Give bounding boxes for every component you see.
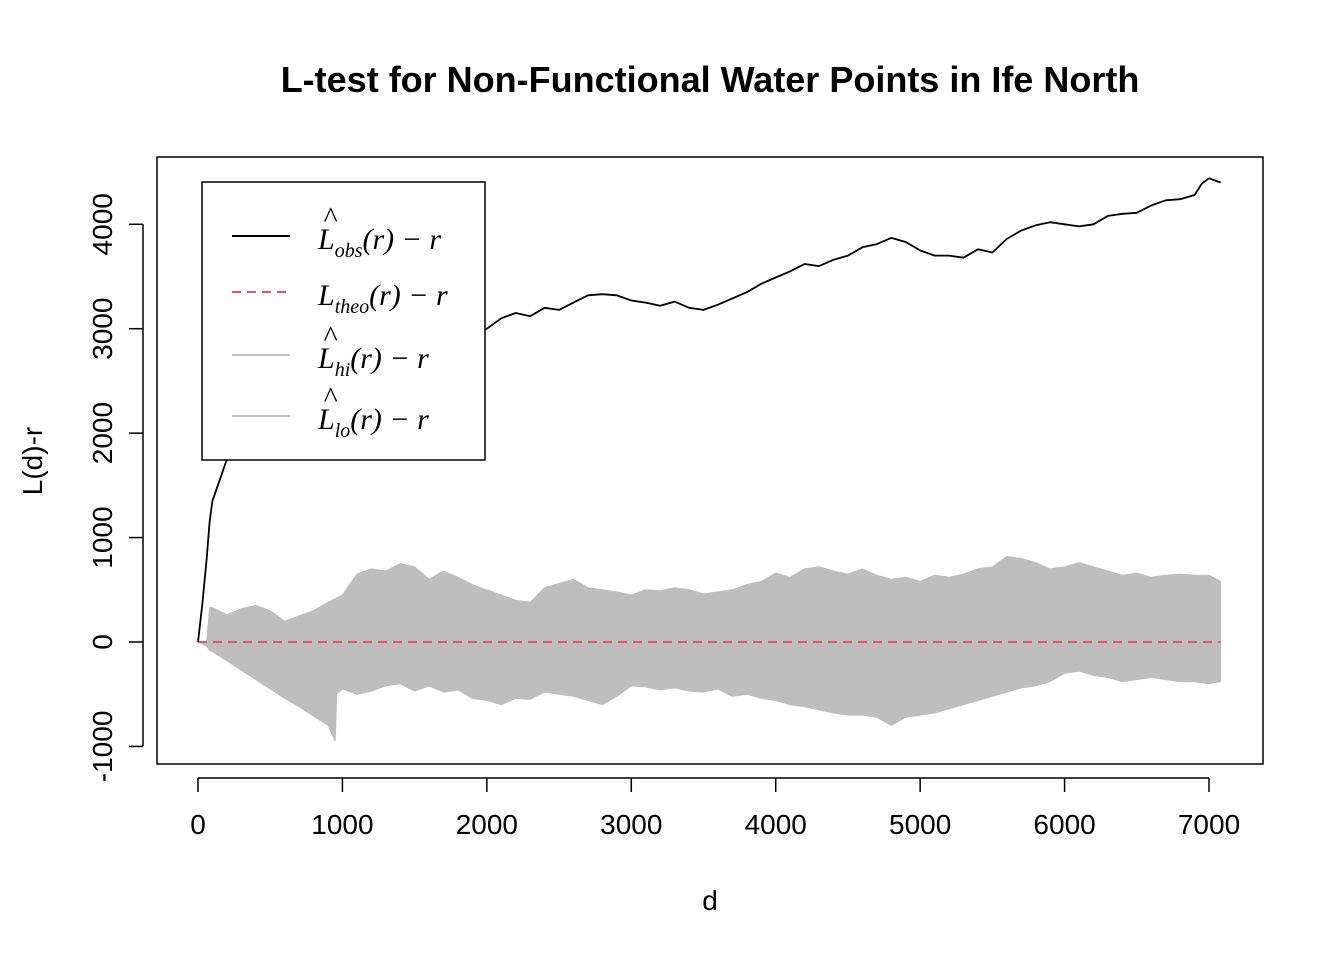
y-tick-label: 3000: [87, 298, 118, 360]
legend-label-hi: Lhi(r) − r: [317, 342, 429, 381]
x-tick-label: 7000: [1178, 809, 1240, 840]
x-tick-label: 3000: [600, 809, 662, 840]
x-tick-label: 4000: [745, 809, 807, 840]
x-axis: 0 1000 2000 3000 4000 5000 6000 7000: [190, 777, 1240, 840]
x-tick-label: 2000: [456, 809, 518, 840]
y-axis: -1000 0 1000 2000 3000 4000: [87, 193, 144, 783]
legend-label-theo: Ltheo(r) − r: [317, 279, 448, 318]
y-tick-label: -1000: [87, 711, 118, 783]
legend-label-lo: Llo(r) − r: [317, 403, 429, 442]
x-axis-label: d: [702, 885, 718, 916]
x-tick-label: 1000: [311, 809, 373, 840]
legend-hat-hi: ^: [323, 320, 338, 353]
envelope-layer: [197, 555, 1222, 742]
envelope-band: [197, 555, 1222, 742]
plot-frame: [156, 156, 1264, 765]
chart-title: L-test for Non-Functional Water Points i…: [281, 59, 1140, 100]
y-tick-label: 4000: [87, 193, 118, 255]
y-axis-label: L(d)-r: [17, 427, 48, 495]
legend-hat-obs: ^: [323, 201, 338, 234]
legend-label-obs: Lobs(r) − r: [317, 223, 441, 262]
legend-hat-lo: ^: [323, 381, 338, 414]
x-tick-label: 0: [190, 809, 206, 840]
x-tick-label: 6000: [1033, 809, 1095, 840]
y-tick-label: 0: [87, 634, 118, 650]
y-tick-label: 2000: [87, 402, 118, 464]
legend-box: [201, 181, 486, 461]
x-tick-label: 5000: [889, 809, 951, 840]
y-tick-label: 1000: [87, 506, 118, 568]
